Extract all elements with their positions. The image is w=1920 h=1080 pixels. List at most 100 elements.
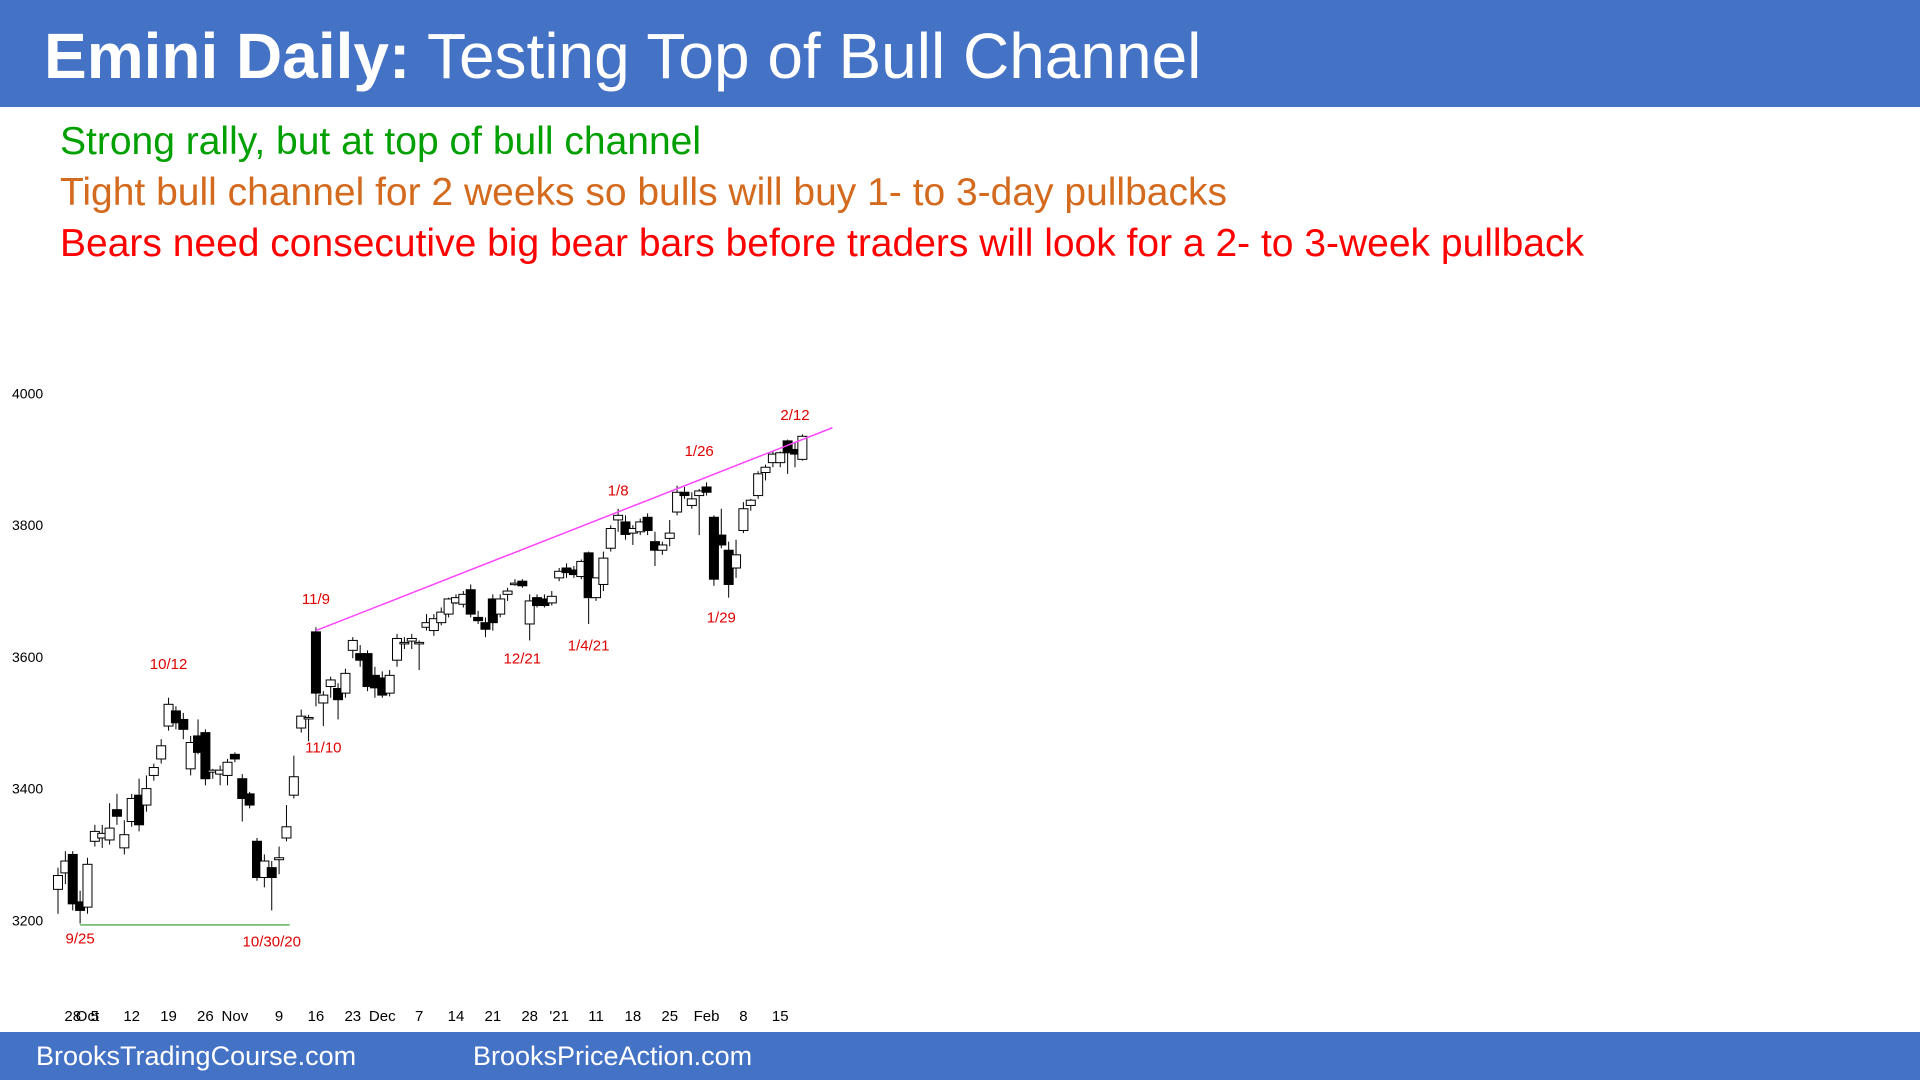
x-tick-label: 8: [739, 1008, 747, 1025]
bear-candle: [67, 853, 78, 905]
bull-candle: [384, 674, 395, 694]
bear-candle: [310, 631, 321, 694]
date-annotation: 1/4/21: [568, 637, 610, 654]
footer-bar: [0, 1032, 1920, 1080]
x-tick-label: 15: [772, 1008, 789, 1025]
bear-candle: [251, 840, 262, 878]
x-tick-label: 23: [344, 1008, 361, 1025]
bull-candle: [613, 514, 624, 521]
bear-candle: [465, 589, 476, 615]
bull-channel-line: [315, 427, 833, 632]
x-tick-label: 5: [91, 1008, 99, 1025]
bull-candle: [554, 570, 565, 579]
bull-candle: [399, 641, 410, 645]
bear-candle: [237, 778, 248, 799]
x-tick-label: '21: [549, 1008, 569, 1025]
bull-candle: [274, 857, 285, 861]
y-tick-label: 3800: [12, 517, 43, 533]
bull-candle: [414, 641, 425, 645]
bear-candle: [111, 809, 122, 817]
bull-candle: [288, 776, 299, 796]
date-annotation: 10/12: [150, 656, 188, 673]
date-annotation: 12/21: [504, 650, 542, 667]
bear-candle: [178, 718, 189, 730]
note-bears-need: Bears need consecutive big bear bars bef…: [60, 222, 1584, 265]
date-annotation: 1/26: [685, 443, 714, 460]
bull-candle: [104, 827, 115, 841]
note-strong-rally: Strong rally, but at top of bull channel: [60, 120, 702, 163]
date-annotation: 11/10: [305, 739, 341, 756]
bear-candle: [266, 867, 277, 878]
date-annotation: 9/25: [66, 930, 95, 947]
x-tick-label: 18: [625, 1008, 642, 1025]
bull-candle: [694, 490, 705, 497]
bull-candle: [731, 554, 742, 569]
x-tick-label: 26: [197, 1008, 214, 1025]
bull-candle: [325, 679, 336, 688]
bull-candle: [797, 435, 808, 460]
date-annotation: 11/9: [302, 591, 330, 608]
bull-candle: [156, 745, 167, 760]
x-tick-label: Feb: [694, 1008, 720, 1025]
bull-candle: [185, 742, 196, 770]
bull-candle: [686, 498, 697, 506]
bull-candle: [495, 598, 506, 615]
bull-candle: [598, 557, 609, 585]
bull-candle: [222, 761, 233, 776]
x-tick-label: Nov: [222, 1008, 249, 1025]
bull-candle: [340, 672, 351, 694]
x-tick-label: 7: [415, 1008, 423, 1025]
bear-candle: [642, 516, 653, 531]
bull-candle: [406, 637, 417, 642]
bull-candle: [753, 473, 764, 497]
x-tick-label: 12: [123, 1008, 140, 1025]
bull-candle: [428, 618, 439, 632]
bear-candle: [517, 580, 528, 587]
bull-candle: [53, 875, 63, 890]
bear-candle: [679, 491, 690, 497]
date-annotation: 10/30/20: [243, 934, 301, 951]
x-tick-label: Oct: [76, 1008, 100, 1025]
x-tick-label: 11: [588, 1008, 604, 1025]
bull-candle: [657, 544, 668, 551]
x-tick-label: 14: [448, 1008, 465, 1025]
bear-candle: [333, 688, 344, 701]
x-tick-label: 9: [275, 1008, 283, 1025]
bull-candle: [82, 863, 93, 908]
bear-candle: [583, 552, 594, 599]
bull-candle: [745, 499, 756, 506]
bear-candle: [229, 753, 240, 760]
footer-link-brookspriceaction[interactable]: BrooksPriceAction.com: [473, 1041, 753, 1071]
bull-candle: [760, 466, 771, 474]
bear-candle: [134, 794, 145, 826]
bull-candle: [318, 694, 329, 704]
bull-candle: [119, 834, 130, 849]
bear-candle: [244, 793, 255, 806]
x-tick-label: 21: [484, 1008, 501, 1025]
x-tick-label: 16: [308, 1008, 325, 1025]
date-annotation: 2/12: [780, 407, 809, 424]
date-annotation: 1/8: [608, 483, 629, 500]
y-tick-label: 3400: [12, 781, 43, 797]
y-tick-label: 3600: [12, 649, 43, 665]
bull-candle: [443, 598, 454, 615]
x-tick-label: 28: [64, 1008, 81, 1025]
page-title: Emini Daily: Testing Top of Bull Channel: [44, 14, 1201, 98]
bull-candle: [141, 788, 152, 806]
bull-candle: [546, 595, 557, 604]
bull-candle: [281, 826, 292, 839]
title-bold: Emini Daily:: [44, 20, 411, 92]
bear-candle: [170, 710, 181, 724]
bull-candle: [672, 491, 683, 513]
bull-candle: [296, 715, 307, 729]
bear-candle: [701, 486, 712, 493]
bear-candle: [480, 622, 491, 630]
bull-candle: [664, 532, 675, 539]
x-tick-label: 28: [521, 1008, 538, 1025]
footer-link-brookstradingcourse[interactable]: BrooksTradingCourse.com: [36, 1041, 357, 1071]
bull-candle: [738, 508, 749, 531]
bear-candle: [473, 616, 484, 622]
x-tick-label: 19: [160, 1008, 177, 1025]
bear-candle: [200, 732, 211, 780]
